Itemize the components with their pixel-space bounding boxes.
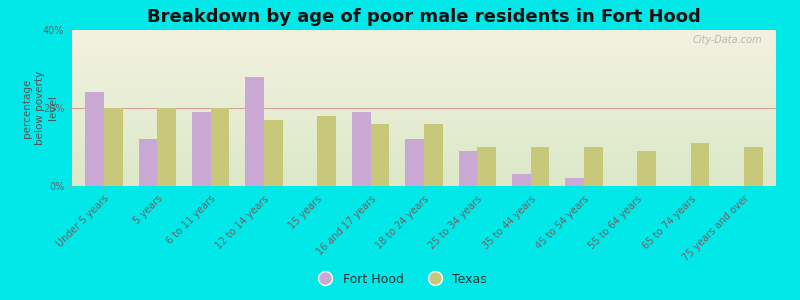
Bar xyxy=(690,143,710,186)
Bar xyxy=(566,178,584,186)
Bar xyxy=(424,124,442,186)
Bar xyxy=(264,120,282,186)
Bar xyxy=(86,92,104,186)
Bar xyxy=(158,108,176,186)
Bar xyxy=(478,147,496,186)
Bar xyxy=(406,139,424,186)
Bar xyxy=(192,112,210,186)
Bar xyxy=(352,112,370,186)
Bar xyxy=(138,139,158,186)
Bar xyxy=(318,116,336,186)
Bar xyxy=(744,147,762,186)
Bar xyxy=(458,151,478,186)
Bar xyxy=(370,124,390,186)
Bar xyxy=(638,151,656,186)
Bar xyxy=(584,147,602,186)
Bar xyxy=(512,174,530,186)
Title: Breakdown by age of poor male residents in Fort Hood: Breakdown by age of poor male residents … xyxy=(147,8,701,26)
Bar xyxy=(530,147,550,186)
Legend: Fort Hood, Texas: Fort Hood, Texas xyxy=(308,268,492,291)
Bar xyxy=(246,77,264,186)
Y-axis label: percentage
below poverty
level: percentage below poverty level xyxy=(22,71,58,145)
Bar xyxy=(210,108,230,186)
Text: City-Data.com: City-Data.com xyxy=(692,35,762,45)
Bar xyxy=(104,108,122,186)
